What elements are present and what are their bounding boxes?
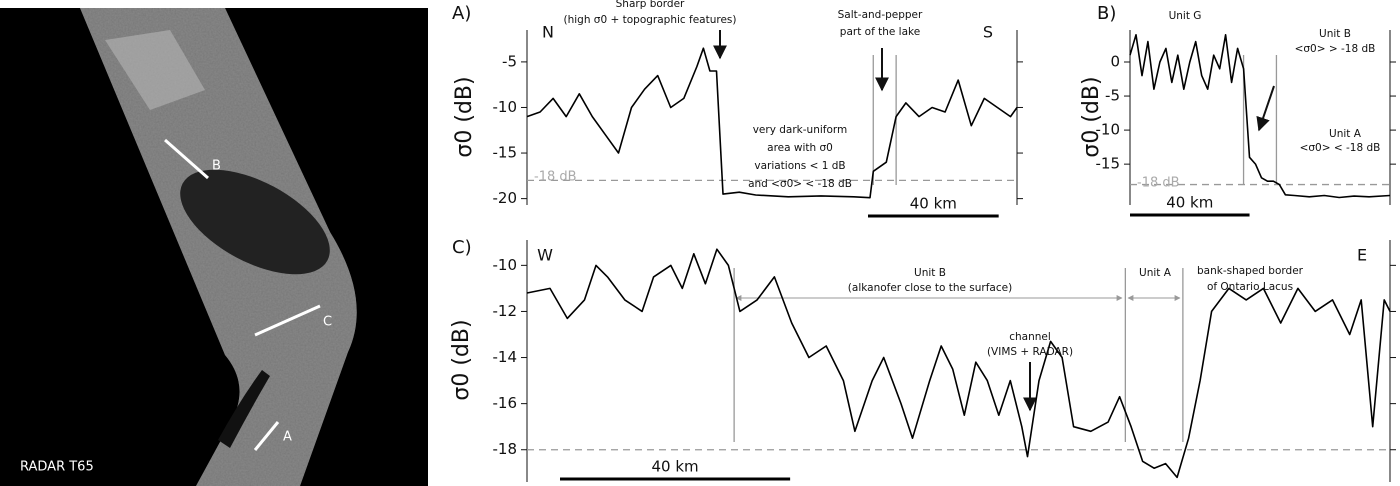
y-axis-label: σ0 (dB) — [452, 76, 477, 157]
annotation: variations < 1 dB — [754, 160, 845, 172]
y-axis-label: σ0 (dB) — [1079, 76, 1104, 157]
annotation: Unit B — [914, 267, 946, 279]
arrow — [1256, 85, 1275, 132]
annotation: Unit B — [1319, 28, 1351, 40]
direction-label: N — [542, 23, 554, 42]
panel-label: C) — [452, 237, 472, 258]
y-tick-label: -15 — [493, 144, 518, 162]
reference-label: -18 dB — [534, 170, 577, 185]
y-tick-label: -5 — [502, 52, 517, 70]
profile-line — [526, 47, 1018, 199]
lake — [180, 169, 330, 275]
y-axis-label: σ0 (dB) — [449, 319, 474, 400]
reference-label: -18 dB — [1137, 176, 1180, 191]
annotation: Sharp border — [616, 0, 685, 10]
annotation: <σ0> < -18 dB — [1300, 142, 1381, 154]
bright-terrain — [105, 30, 205, 110]
radar-swath — [80, 8, 357, 486]
annotation: of Ontario Lacus — [1207, 281, 1293, 293]
annotation: (alkanofer close to the surface) — [848, 282, 1012, 294]
panel-label: A) — [452, 3, 471, 24]
radar-image: B C A RADAR T65 — [0, 8, 428, 486]
scale-bar-label: 40 km — [651, 458, 698, 476]
y-tick-label: -20 — [493, 189, 518, 207]
direction-label: E — [1357, 246, 1367, 265]
direction-label: S — [983, 23, 993, 42]
y-tick-label: 0 — [1110, 53, 1120, 71]
annotation: Unit A — [1329, 128, 1362, 140]
annotation: area with σ0 — [767, 142, 833, 154]
profile-line — [1129, 34, 1391, 199]
channel-dark — [218, 370, 270, 448]
y-tick-label: -12 — [493, 302, 518, 320]
annotation: Salt-and-pepper — [838, 9, 923, 21]
annotation: <σ0> > -18 dB — [1295, 43, 1376, 55]
annotation: Unit A — [1139, 267, 1172, 279]
y-tick-label: -10 — [1096, 121, 1121, 139]
profile-label: B — [212, 159, 221, 174]
y-tick-label: -18 — [493, 440, 518, 458]
annotation: (high σ0 + topographic features) — [563, 14, 736, 26]
annotation: and <σ0> < -18 dB — [748, 178, 852, 190]
profile-line — [253, 421, 280, 451]
annotation: very dark-uniform — [753, 124, 848, 136]
profile-line — [164, 138, 209, 180]
y-tick-label: -16 — [493, 394, 518, 412]
direction-label: W — [537, 246, 553, 265]
profile-line — [526, 248, 1391, 479]
profile-label: C — [323, 315, 332, 330]
annotation: Unit G — [1169, 10, 1202, 22]
y-tick-label: -10 — [493, 256, 518, 274]
profile-label: A — [283, 430, 292, 445]
y-tick-label: -5 — [1105, 87, 1120, 105]
profile-line — [254, 304, 321, 337]
annotation: (VIMS + RADAR) — [987, 346, 1073, 358]
panel-label: B) — [1097, 3, 1116, 24]
annotation: part of the lake — [840, 26, 920, 38]
annotation: bank-shaped border — [1197, 265, 1304, 277]
scale-bar-label: 40 km — [1166, 194, 1213, 212]
annotation: channel — [1009, 331, 1051, 343]
image-caption: RADAR T65 — [20, 460, 94, 475]
y-tick-label: -15 — [1096, 155, 1121, 173]
scale-bar-label: 40 km — [910, 195, 957, 213]
y-tick-label: -10 — [493, 98, 518, 116]
y-tick-label: -14 — [493, 348, 518, 366]
